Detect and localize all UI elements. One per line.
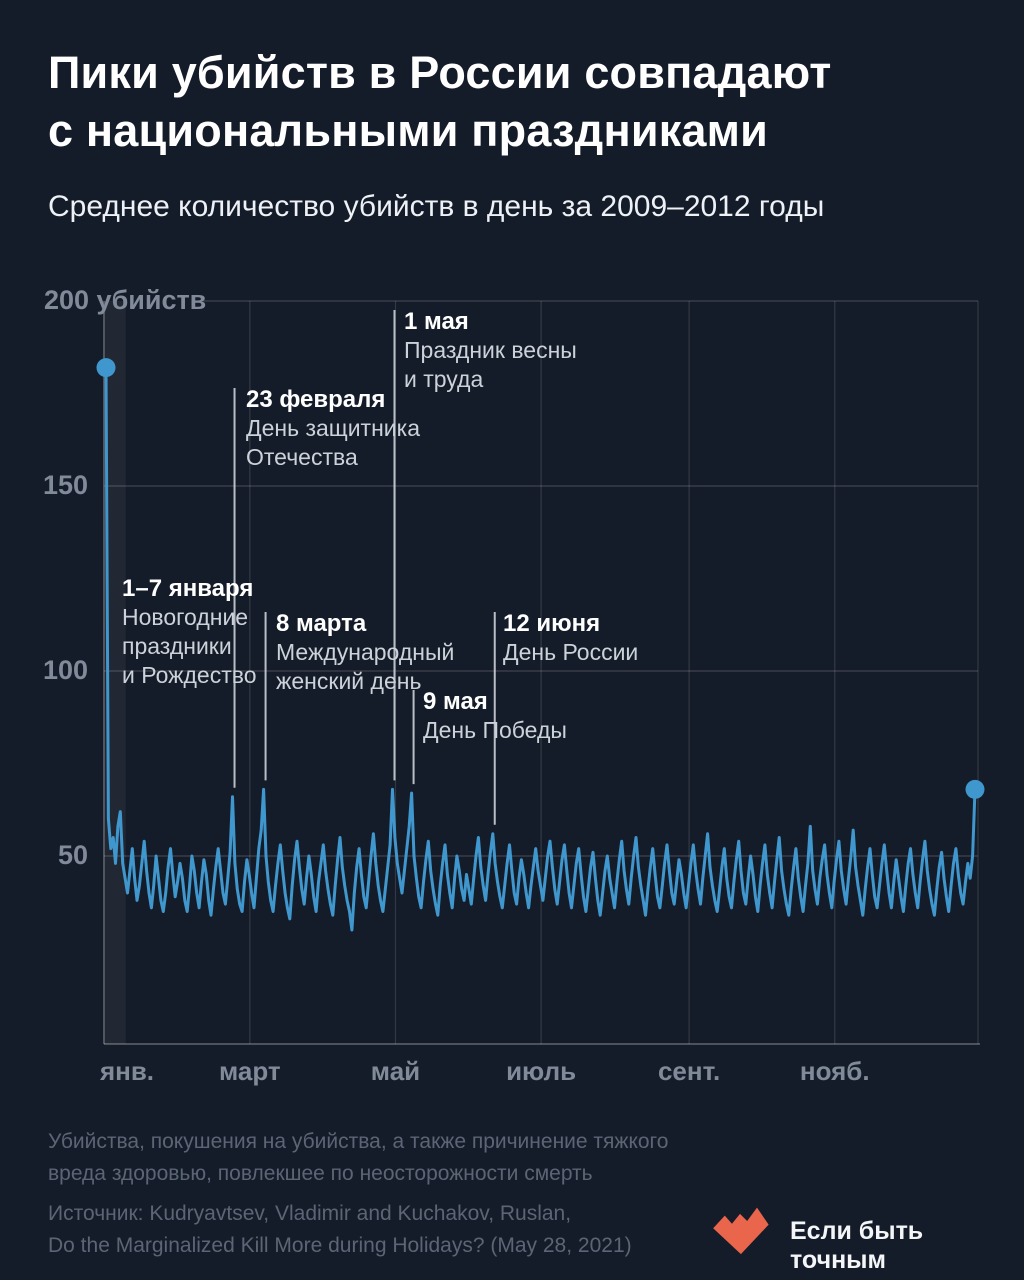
annotation-4: 1 мая Праздник весны и труда [404, 307, 577, 394]
annotation-5: 9 мая День Победы [423, 687, 567, 745]
annotation-3: 8 марта Международный женский день [276, 609, 454, 696]
end-point-dot [965, 779, 985, 799]
annotation-description: День защитника Отечества [246, 415, 420, 470]
y-axis-label-50: 50 [57, 840, 88, 870]
page-title: Пики убийств в России совпадают с национ… [48, 47, 832, 156]
annotation-date: 12 июня [503, 610, 601, 637]
chart-footnote: Убийства, покушения на убийства, а также… [48, 1130, 669, 1185]
annotation-6: 12 июня День России [503, 609, 638, 667]
annotation-description: Международный женский день [276, 639, 455, 694]
chart-source: Источник: Kudryavtsev, Vladimir and Kuch… [48, 1202, 632, 1257]
annotation-description: Праздник весны и труда [404, 337, 577, 392]
x-axis-label-июль: июль [506, 1056, 577, 1086]
annotation-date: 9 мая [423, 688, 488, 715]
y-axis-label-200: 200 убийств [44, 285, 207, 315]
annotation-description: Новогодние праздники и Рождество [122, 604, 257, 688]
holiday-highlight-band [105, 301, 126, 1044]
annotation-description: День России [503, 639, 639, 665]
y-axis-label-150: 150 [42, 470, 88, 500]
annotation-description: День Победы [423, 717, 567, 743]
y-axis-label-100: 100 [42, 655, 88, 685]
x-axis-label-май: май [370, 1056, 421, 1086]
brand-name: Если быть точным [790, 1217, 924, 1274]
x-axis-label-нояб.: нояб. [799, 1056, 870, 1086]
annotation-2: 23 февраля День защитника Отечества [246, 385, 420, 472]
annotation-date: 1 мая [404, 308, 469, 335]
brand-heart-icon [713, 1207, 769, 1255]
murders-line [104, 366, 977, 932]
annotation-date: 23 февраля [246, 386, 386, 413]
x-axis-label-март: март [219, 1056, 281, 1086]
x-axis-label-янв.: янв. [99, 1056, 155, 1086]
annotation-1: 1–7 января Новогодние праздники и Рождест… [122, 574, 257, 690]
annotation-date: 1–7 января [122, 575, 254, 602]
start-point-dot [96, 358, 116, 378]
x-axis-label-сент.: сент. [657, 1056, 721, 1086]
annotation-date: 8 марта [276, 610, 367, 637]
chart-subtitle: Среднее количество убийств в день за 200… [48, 190, 825, 223]
